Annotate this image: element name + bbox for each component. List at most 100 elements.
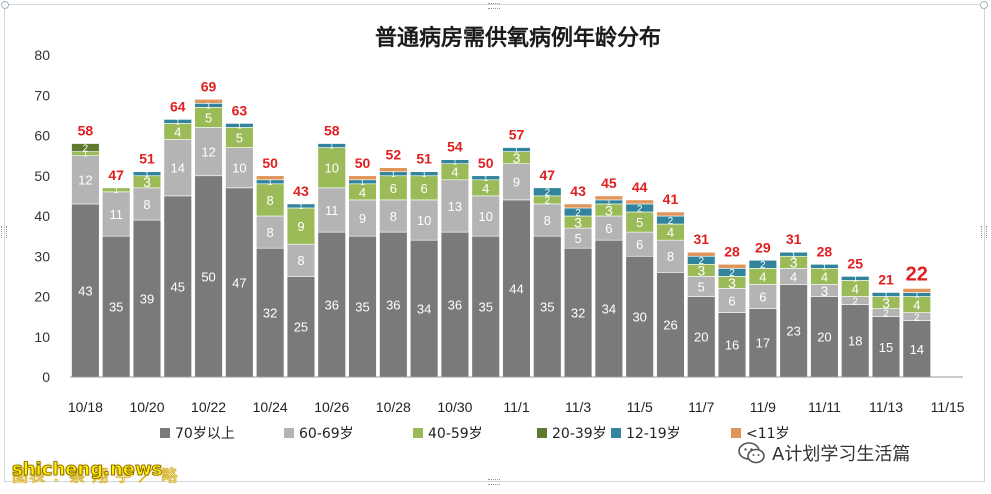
bar-segment [317, 147, 346, 189]
data-label: 5 [205, 110, 212, 125]
bar-segment [471, 235, 500, 378]
total-label: 44 [632, 179, 648, 195]
data-label: 4 [821, 269, 828, 284]
bar-segment [902, 288, 931, 293]
bar-segment [502, 163, 531, 201]
legend-label: 20-39岁 [552, 426, 607, 442]
data-label: 1 [915, 291, 920, 300]
bar-segment [717, 312, 747, 378]
bar-segment [779, 251, 808, 257]
bar-segment [871, 292, 901, 297]
bar-segment [810, 296, 839, 378]
bar-segment [163, 195, 192, 378]
bar-segment [471, 175, 500, 181]
data-label: 8 [544, 213, 551, 228]
data-label: 1 [884, 291, 889, 300]
bar-segment [255, 215, 285, 249]
bar-segment [71, 143, 100, 152]
data-label: 32 [571, 306, 585, 321]
data-label: 1 [791, 250, 796, 259]
data-label: 5 [698, 279, 705, 294]
x-tick-label: 10/22 [191, 399, 226, 415]
data-label: 6 [390, 181, 397, 196]
data-label: 50 [201, 269, 215, 284]
data-label: 4 [759, 269, 766, 284]
data-label: 2 [852, 296, 858, 307]
data-label: 6 [728, 293, 735, 308]
total-label: 50 [262, 155, 278, 171]
bar-segment [594, 215, 624, 241]
resize-handle-left[interactable] [1, 226, 7, 238]
data-label: 39 [140, 291, 154, 306]
bar-segment [440, 159, 470, 164]
legend-swatch [413, 428, 423, 438]
y-tick-label: 10 [34, 329, 50, 345]
total-label: 41 [663, 191, 679, 207]
data-label: 20 [817, 330, 831, 345]
data-label: 4 [790, 269, 797, 284]
bar-segment [687, 251, 716, 257]
data-label: 10 [232, 161, 246, 176]
data-label: 3 [790, 255, 798, 271]
bar-segment [132, 219, 162, 378]
legend-swatch [731, 428, 741, 438]
data-label: 1 [853, 274, 858, 283]
resize-handle-right[interactable] [981, 226, 987, 238]
data-label: 11 [325, 203, 339, 218]
data-label: 34 [417, 302, 431, 317]
y-tick-label: 30 [34, 248, 50, 264]
data-label: 20 [694, 330, 708, 345]
legend-swatch [537, 428, 547, 438]
bar-segment [779, 284, 808, 378]
data-label: 2 [544, 196, 550, 207]
data-label: 9 [513, 175, 520, 190]
data-label: 1 [268, 178, 273, 187]
data-label: 1 [514, 146, 519, 155]
bar-segment [225, 123, 254, 128]
data-label: 45 [171, 279, 185, 294]
footer-credit: 图表 ：蔡 翔 宇 ／ 略 shicheng.news [12, 459, 178, 486]
bar-segment [409, 175, 439, 201]
bar-segment [841, 304, 870, 378]
data-label: 4 [482, 181, 489, 196]
bar-segment [717, 263, 747, 269]
data-label: 8 [297, 253, 304, 268]
data-label: 2 [760, 260, 766, 271]
watermark-site: shicheng.news [12, 459, 163, 481]
bar-segment [379, 167, 408, 173]
total-label: 47 [108, 167, 124, 183]
bar-segment [317, 231, 346, 378]
data-label: 1 [453, 158, 458, 167]
x-tick-label: 10/18 [68, 399, 103, 415]
resize-handle-top[interactable] [488, 3, 500, 9]
y-axis: 0 10 20 30 40 50 60 70 80 [34, 47, 50, 385]
total-label: 51 [416, 151, 432, 167]
bar-segment [317, 143, 346, 148]
data-label: 44 [509, 281, 523, 296]
resize-handle-bottom[interactable] [488, 479, 500, 485]
bar-segment [255, 183, 285, 217]
data-label: 4 [852, 281, 859, 296]
data-label: 23 [786, 324, 800, 339]
data-label: 14 [171, 161, 185, 176]
legend-swatch [284, 428, 294, 438]
data-label: 25 [294, 320, 308, 335]
resize-handle-top-right[interactable] [980, 1, 988, 9]
data-label: 6 [605, 221, 612, 236]
legend-swatch [160, 428, 170, 438]
bar-segment [563, 203, 593, 209]
data-label: 43 [78, 283, 92, 298]
total-label: 50 [478, 155, 494, 171]
data-label: 3 [143, 174, 151, 190]
data-label: 1 [237, 121, 242, 130]
data-label: 2 [544, 188, 550, 199]
data-label: 1 [422, 170, 427, 179]
data-label: 1 [145, 170, 150, 179]
data-label: 35 [355, 300, 369, 315]
resize-handle-top-left[interactable] [1, 1, 9, 9]
y-tick-label: 40 [34, 208, 50, 224]
data-label: 8 [390, 209, 397, 224]
data-label: 4 [451, 165, 458, 180]
x-tick-label: 10/24 [253, 399, 288, 415]
data-label: 6 [421, 181, 428, 196]
